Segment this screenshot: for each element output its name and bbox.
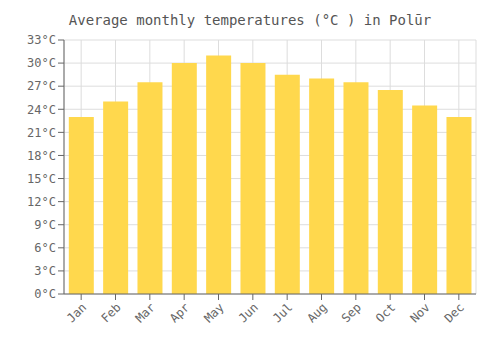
svg-text:Feb: Feb [98,300,123,325]
svg-text:18°C: 18°C [27,149,56,163]
svg-text:6°C: 6°C [34,241,56,255]
svg-text:Jun: Jun [236,300,261,325]
svg-text:Mar: Mar [133,300,158,325]
svg-text:Jan: Jan [64,300,89,325]
svg-text:21°C: 21°C [27,126,56,140]
svg-text:Nov: Nov [407,300,432,325]
svg-text:0°C: 0°C [34,287,56,301]
svg-text:33°C: 33°C [27,33,56,47]
svg-text:Oct: Oct [373,300,398,325]
svg-text:Jul: Jul [270,300,295,325]
svg-text:Sep: Sep [339,300,364,325]
svg-text:24°C: 24°C [27,103,56,117]
svg-text:9°C: 9°C [34,218,56,232]
svg-text:30°C: 30°C [27,56,56,70]
html-text:Average monthly temperatures (: Average monthly temperatures (°C ) in Po… [68,12,432,28]
svg-text:27°C: 27°C [27,79,56,93]
svg-text:Dec: Dec [442,300,467,325]
svg-text:15°C: 15°C [27,172,56,186]
svg-text:Apr: Apr [167,300,192,325]
svg-text:May: May [201,300,226,325]
svg-text:3°C: 3°C [34,264,56,278]
svg-text:Aug: Aug [304,300,329,325]
svg-text:12°C: 12°C [27,195,56,209]
